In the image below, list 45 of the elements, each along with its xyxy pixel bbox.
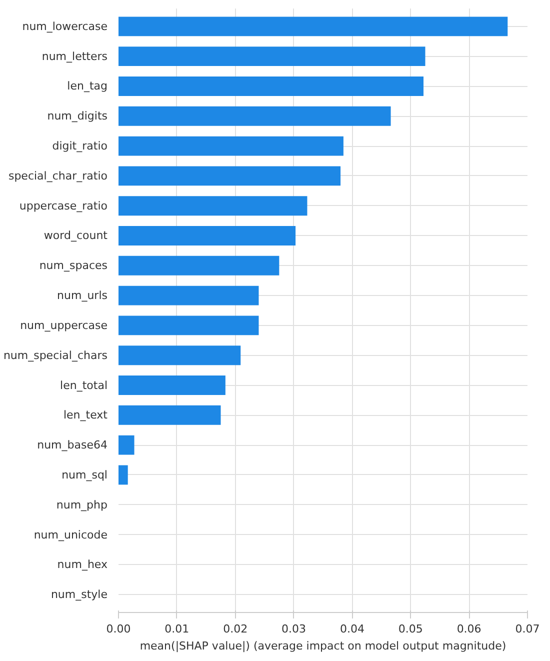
y-tick-label: word_count xyxy=(44,229,108,242)
bar xyxy=(118,136,344,156)
y-tick-label: num_letters xyxy=(42,50,108,63)
y-tick-label: special_char_ratio xyxy=(8,169,108,182)
y-tick-label: num_uppercase xyxy=(20,318,108,332)
bar xyxy=(118,256,280,276)
bar xyxy=(118,465,128,485)
bar xyxy=(118,46,426,66)
y-tick-label: num_php xyxy=(56,498,108,512)
bar xyxy=(118,316,259,336)
bar xyxy=(118,286,259,306)
bar xyxy=(118,106,391,126)
bar xyxy=(118,226,296,246)
x-tick-label: 0.00 xyxy=(106,622,131,636)
y-tick-label: num_special_chars xyxy=(3,348,108,362)
y-tick-label: num_lowercase xyxy=(22,20,108,33)
bar xyxy=(118,16,508,36)
x-tick-label: 0.04 xyxy=(340,622,364,636)
bar xyxy=(118,76,424,96)
y-tick-label: num_urls xyxy=(57,289,108,302)
y-tick-label: num_style xyxy=(50,588,108,602)
bar xyxy=(118,376,226,395)
x-tick-label: 0.01 xyxy=(164,622,190,636)
y-tick-label: len_tag xyxy=(67,80,108,93)
y-tick-label: num_unicode xyxy=(34,528,108,542)
y-tick-label: len_text xyxy=(63,408,108,422)
y-tick-label: num_hex xyxy=(57,558,108,572)
y-tick-label: num_sql xyxy=(62,468,108,482)
y-tick-label: digit_ratio xyxy=(52,140,108,153)
bar xyxy=(118,196,308,216)
x-tick-label: 0.02 xyxy=(223,622,248,636)
x-tick-label: 0.03 xyxy=(282,622,306,636)
y-tick-label: num_base64 xyxy=(37,438,108,452)
y-tick-label: num_spaces xyxy=(39,259,108,272)
x-tick-label: 0.05 xyxy=(398,622,423,636)
bar xyxy=(118,346,241,366)
bar xyxy=(118,166,341,186)
x-axis-title: mean(|SHAP value|) (average impact on model output magnitude) xyxy=(140,640,506,652)
y-tick-label: len_total xyxy=(60,378,108,392)
x-tick-label: 0.07 xyxy=(515,622,540,636)
x-tick-label: 0.06 xyxy=(456,622,482,636)
y-tick-label: uppercase_ratio xyxy=(19,199,108,212)
y-tick-label: num_digits xyxy=(47,110,108,123)
bar xyxy=(118,435,134,455)
bar xyxy=(118,405,221,425)
